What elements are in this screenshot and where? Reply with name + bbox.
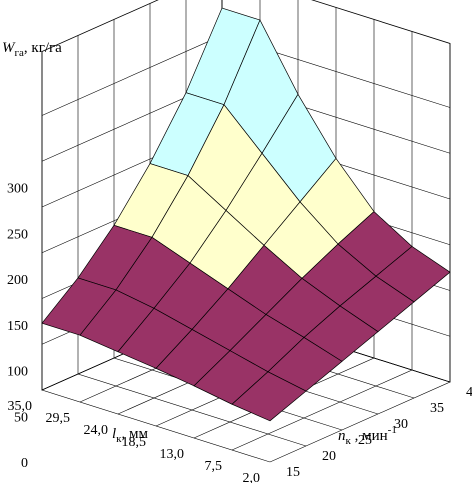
z-tick-label: 150 [7,319,28,334]
surface [41,7,451,422]
n-tick-label: 20 [322,449,336,464]
l-tick-label: 24,0 [84,423,109,438]
z-axis-title: Wга, кг/га [2,40,62,59]
l-tick-label: 29,5 [46,411,71,426]
n-tick-label: 40 [466,385,472,400]
n-tick-label: 35 [430,401,444,416]
l-tick-label: 18,5 [122,435,147,450]
tick-labels: 0 50 100 150 200 250 300 35,0 29,5 24,0 18,5 13,0 7,… [7,182,472,483]
z-tick-label: 100 [7,365,28,380]
n-tick-label: 30 [394,417,408,432]
l-tick-label: 35,0 [8,399,33,414]
l-tick-label: 2,0 [243,471,261,483]
n-axis-title: nк , мин-1 [338,424,397,447]
l-tick-label: 7,5 [205,459,223,474]
l-axis-title: lк, мм [112,426,149,445]
z-tick-label: 200 [7,273,28,288]
z-tick-label: 250 [7,227,28,242]
z-tick-label: 300 [7,182,28,197]
l-tick-label: 13,0 [160,447,185,462]
n-tick-label: 25 [358,433,372,448]
n-tick-label: 15 [286,465,300,480]
n-gridline [41,51,271,463]
z-tick-label: 50 [14,410,28,425]
z-tick-label: 0 [21,456,28,471]
n-gridline [77,35,307,447]
surface-cell [231,371,307,422]
